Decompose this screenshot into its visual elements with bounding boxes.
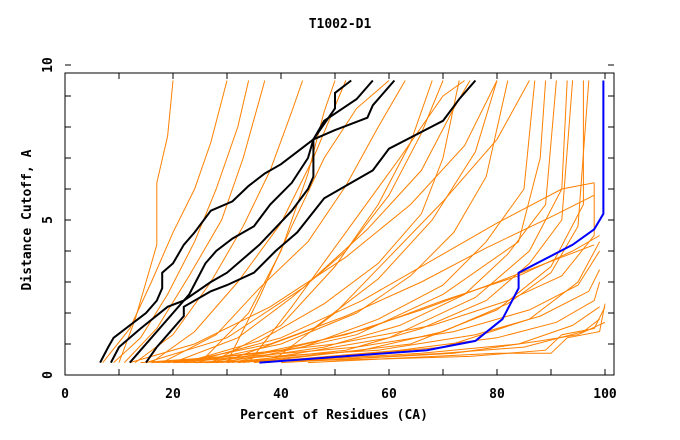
x-tick-label: 60	[381, 387, 397, 402]
other-model-line-3	[124, 80, 266, 363]
other-models	[102, 80, 606, 364]
y-tick-label: 10	[41, 57, 56, 73]
highlighted-models	[99, 79, 477, 364]
other-model-line-23	[178, 194, 595, 364]
highlight-model-line-3	[145, 79, 477, 364]
other-model-line-0	[118, 80, 174, 363]
other-model-line-24	[189, 182, 595, 364]
y-tick-label: 0	[41, 371, 56, 379]
other-model-line-35	[307, 303, 606, 364]
other-model-line-16	[162, 269, 601, 364]
other-model-line-10	[205, 80, 536, 364]
highlight-model-line-0	[99, 79, 352, 364]
highlight-model-line-1	[110, 79, 396, 364]
other-model-line-6	[161, 80, 406, 364]
other-model-line-8	[183, 80, 460, 364]
other-model-line-30	[232, 80, 547, 364]
other-model-line-9	[194, 80, 509, 364]
y-axis-label: Distance Cutoff, A	[20, 149, 35, 290]
x-tick-label: 80	[489, 387, 505, 402]
other-model-line-31	[243, 80, 568, 364]
other-model-line-5	[151, 80, 347, 364]
x-axis-label: Percent of Residues (CA)	[240, 408, 428, 423]
other-model-line-27	[199, 80, 336, 363]
other-model-line-25	[129, 80, 498, 364]
other-model-line-34	[280, 321, 606, 364]
other-model-line-26	[145, 80, 471, 364]
other-model-line-32	[253, 80, 584, 364]
other-model-line-36	[226, 80, 390, 363]
x-tick-label: 40	[273, 387, 289, 402]
other-model-line-33	[264, 241, 601, 364]
other-model-line-12	[226, 80, 574, 364]
other-model-line-11	[216, 80, 557, 364]
other-model-line-29	[221, 80, 498, 364]
y-tick-label: 5	[41, 216, 56, 224]
other-model-line-37	[248, 80, 465, 363]
other-model-line-28	[210, 80, 433, 364]
other-model-line-4	[134, 80, 304, 364]
x-tick-label: 100	[593, 387, 617, 402]
best-model-line-0	[259, 80, 605, 364]
other-model-line-22	[167, 235, 600, 364]
other-model-line-7	[172, 80, 444, 364]
other-model-line-2	[113, 80, 250, 363]
x-tick-label: 20	[165, 387, 181, 402]
other-model-line-38	[269, 80, 530, 363]
plot-frame	[64, 72, 615, 376]
other-model-line-13	[237, 80, 590, 364]
axis-ticks: 0 20 40 60 80 100 0 5 10	[41, 57, 617, 402]
highlight-model-line-2	[129, 79, 374, 364]
x-tick-label: 0	[61, 387, 69, 402]
chart-title: T1002-D1	[309, 17, 372, 32]
other-model-line-1	[102, 80, 228, 363]
other-model-line-15	[151, 250, 601, 364]
other-model-line-21	[156, 244, 595, 364]
best-model	[259, 80, 605, 364]
